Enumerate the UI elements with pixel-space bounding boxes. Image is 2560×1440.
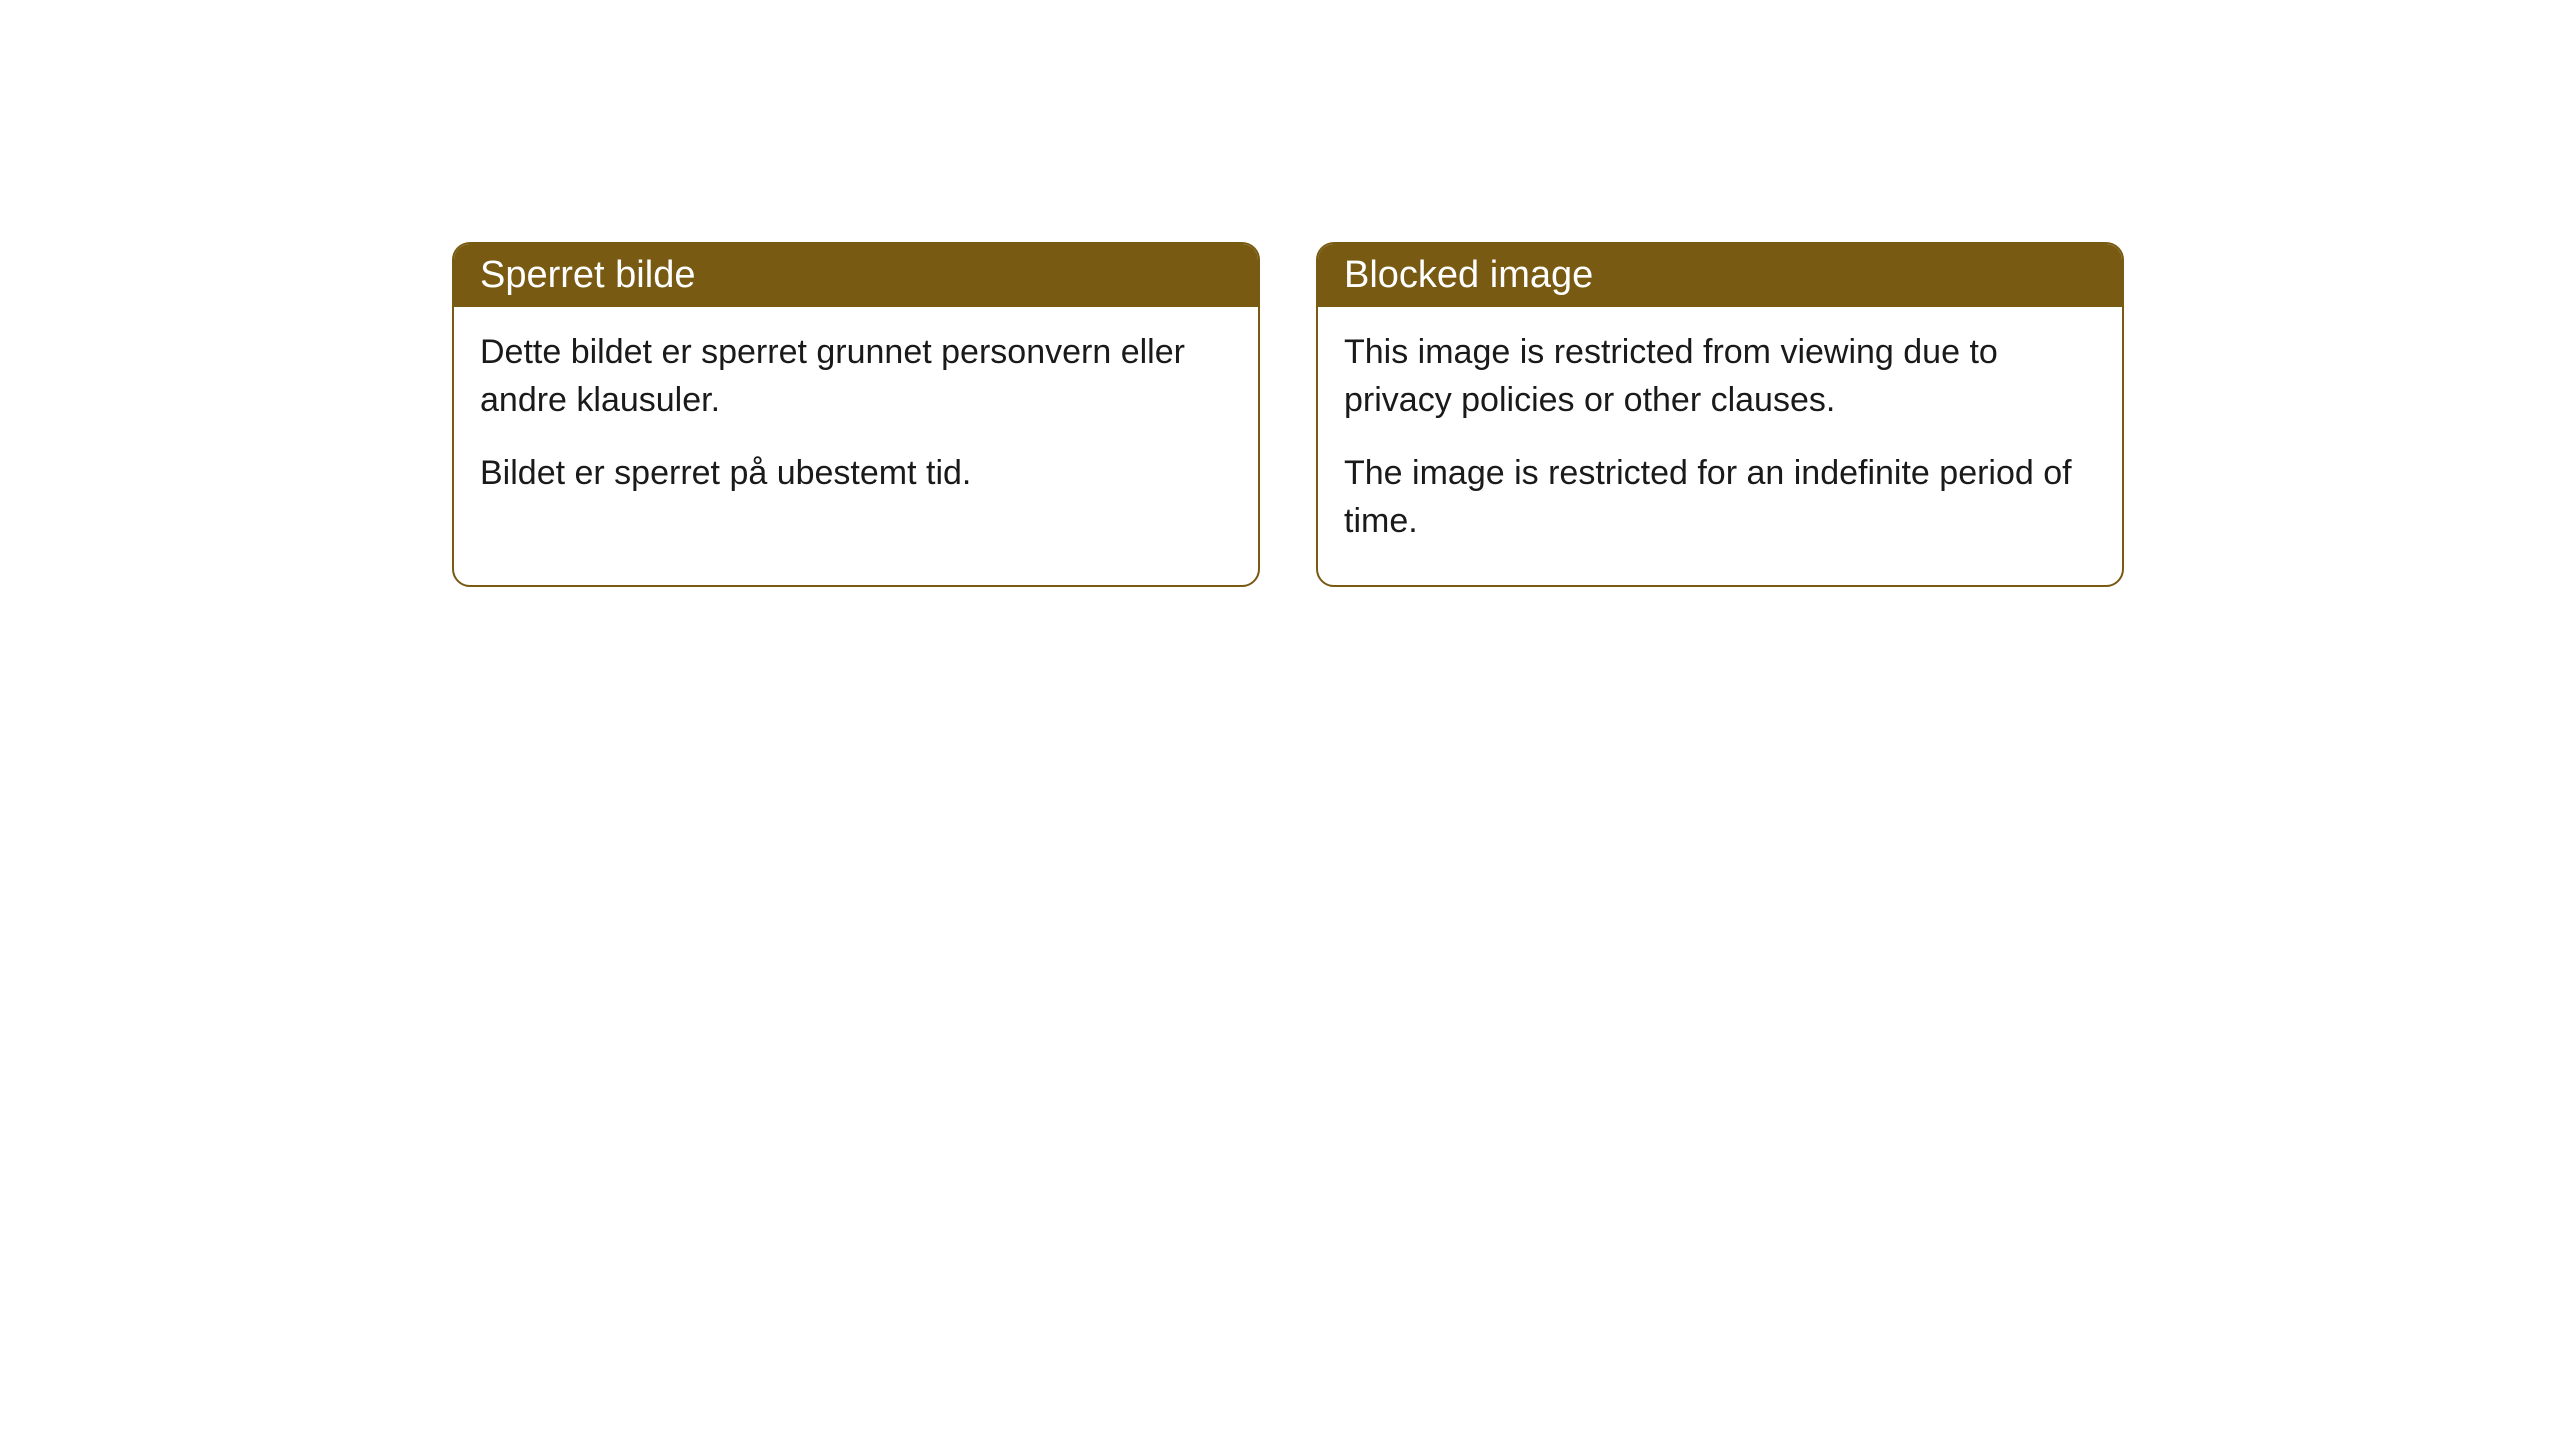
card-header-english: Blocked image (1318, 244, 2122, 307)
card-body-norwegian: Dette bildet er sperret grunnet personve… (454, 307, 1258, 538)
blocked-image-card-norwegian: Sperret bilde Dette bildet er sperret gr… (452, 242, 1260, 587)
card-header-norwegian: Sperret bilde (454, 244, 1258, 307)
card-para2-english: The image is restricted for an indefinit… (1344, 450, 2096, 545)
notice-cards-container: Sperret bilde Dette bildet er sperret gr… (452, 242, 2124, 587)
card-para1-english: This image is restricted from viewing du… (1344, 329, 2096, 424)
blocked-image-card-english: Blocked image This image is restricted f… (1316, 242, 2124, 587)
card-body-english: This image is restricted from viewing du… (1318, 307, 2122, 585)
card-para1-norwegian: Dette bildet er sperret grunnet personve… (480, 329, 1232, 424)
card-para2-norwegian: Bildet er sperret på ubestemt tid. (480, 450, 1232, 498)
